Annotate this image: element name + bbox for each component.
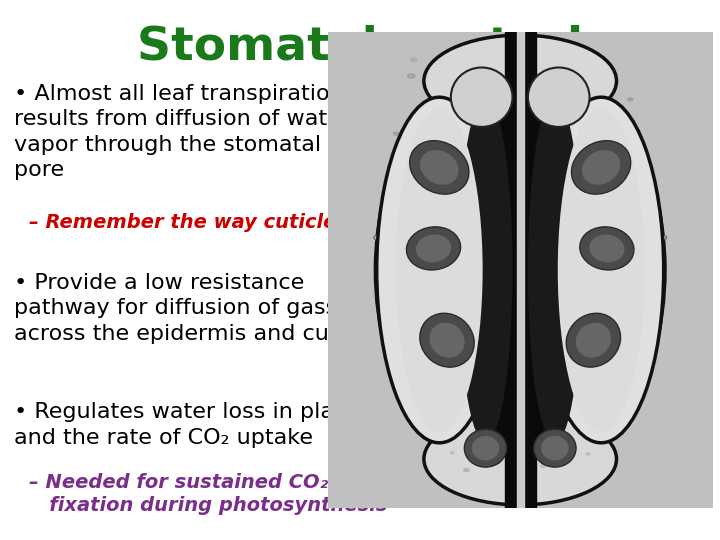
Ellipse shape	[408, 74, 415, 78]
Ellipse shape	[558, 108, 644, 432]
Ellipse shape	[486, 73, 492, 77]
Ellipse shape	[541, 464, 546, 468]
Ellipse shape	[582, 150, 621, 185]
Ellipse shape	[470, 344, 476, 347]
Ellipse shape	[428, 272, 435, 276]
Text: • Provide a low resistance
pathway for diffusion of gasses
across the epidermis : • Provide a low resistance pathway for d…	[14, 273, 377, 344]
Text: • Almost all leaf transpiration
results from diffusion of water
vapor through th: • Almost all leaf transpiration results …	[14, 84, 351, 180]
Ellipse shape	[580, 227, 634, 270]
Ellipse shape	[528, 97, 582, 443]
Ellipse shape	[525, 301, 527, 302]
Ellipse shape	[424, 413, 616, 505]
Ellipse shape	[609, 215, 613, 218]
Ellipse shape	[523, 181, 527, 184]
Text: Stomatal control: Stomatal control	[137, 24, 583, 69]
Ellipse shape	[464, 469, 469, 471]
Ellipse shape	[407, 227, 461, 270]
Ellipse shape	[459, 97, 513, 443]
Ellipse shape	[401, 210, 405, 212]
Ellipse shape	[544, 179, 546, 181]
Ellipse shape	[420, 150, 459, 185]
Ellipse shape	[528, 68, 590, 127]
Ellipse shape	[634, 376, 639, 379]
Ellipse shape	[582, 242, 589, 245]
Ellipse shape	[593, 403, 600, 407]
Ellipse shape	[464, 251, 467, 252]
Ellipse shape	[451, 452, 454, 454]
Ellipse shape	[602, 394, 605, 395]
Ellipse shape	[576, 323, 611, 357]
Ellipse shape	[528, 404, 536, 408]
Ellipse shape	[451, 68, 513, 127]
Ellipse shape	[416, 401, 418, 402]
Ellipse shape	[562, 156, 565, 158]
Ellipse shape	[396, 108, 482, 432]
Ellipse shape	[534, 429, 576, 467]
Ellipse shape	[410, 58, 417, 62]
Ellipse shape	[376, 54, 665, 486]
Ellipse shape	[410, 140, 469, 194]
Ellipse shape	[642, 320, 661, 328]
Ellipse shape	[379, 320, 399, 328]
Text: – Needed for sustained CO₂
   fixation during photosynthesis: – Needed for sustained CO₂ fixation duri…	[29, 472, 387, 515]
Ellipse shape	[374, 233, 397, 242]
Ellipse shape	[416, 234, 451, 262]
Ellipse shape	[469, 258, 473, 260]
Bar	[505, 32, 536, 508]
Ellipse shape	[616, 281, 618, 283]
Text: • Regulates water loss in plants
and the rate of CO₂ uptake: • Regulates water loss in plants and the…	[14, 402, 369, 448]
Ellipse shape	[572, 140, 631, 194]
Ellipse shape	[420, 313, 474, 367]
Text: – Remember the way cuticle?: – Remember the way cuticle?	[29, 213, 348, 232]
Bar	[517, 32, 523, 508]
Ellipse shape	[586, 453, 590, 455]
Ellipse shape	[377, 97, 502, 443]
Ellipse shape	[508, 146, 510, 147]
Ellipse shape	[424, 35, 616, 127]
Ellipse shape	[539, 97, 664, 443]
Ellipse shape	[449, 300, 456, 303]
Ellipse shape	[644, 233, 667, 242]
Ellipse shape	[595, 98, 599, 100]
Ellipse shape	[464, 429, 507, 467]
Ellipse shape	[625, 136, 631, 138]
Ellipse shape	[589, 234, 624, 262]
Ellipse shape	[395, 264, 399, 267]
Ellipse shape	[458, 199, 462, 201]
Ellipse shape	[628, 98, 633, 101]
Ellipse shape	[522, 76, 564, 464]
Ellipse shape	[468, 442, 474, 446]
Ellipse shape	[421, 338, 428, 342]
Ellipse shape	[476, 76, 518, 464]
Ellipse shape	[566, 313, 621, 367]
Ellipse shape	[546, 425, 550, 427]
Ellipse shape	[425, 272, 427, 273]
Ellipse shape	[620, 377, 624, 380]
Ellipse shape	[489, 367, 495, 370]
Ellipse shape	[393, 132, 400, 136]
Ellipse shape	[429, 323, 464, 357]
Ellipse shape	[405, 363, 412, 368]
Ellipse shape	[433, 418, 435, 419]
Ellipse shape	[472, 436, 499, 461]
Ellipse shape	[541, 436, 569, 461]
